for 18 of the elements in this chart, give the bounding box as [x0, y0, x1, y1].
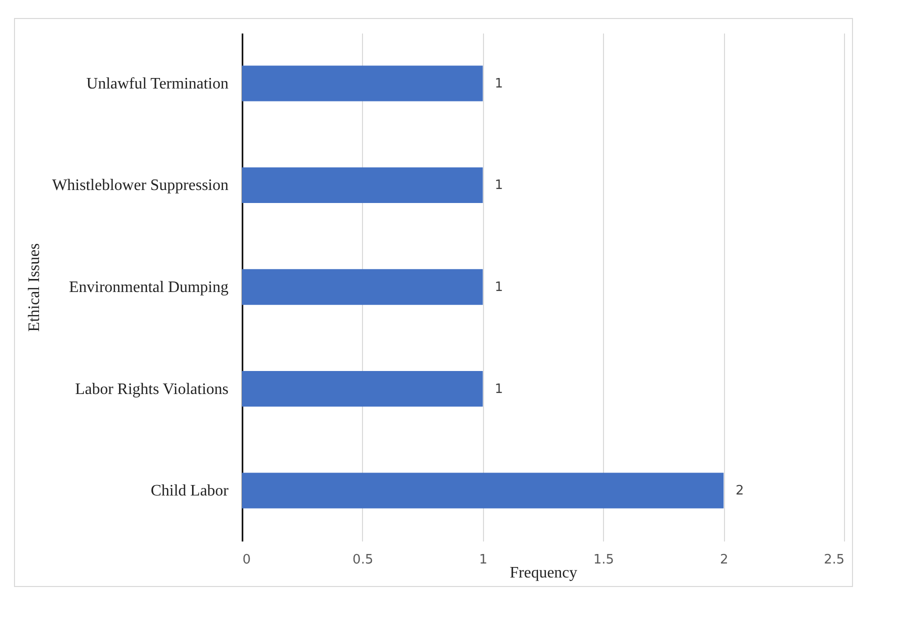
data-label: 1: [494, 178, 504, 194]
y-tick-label: Child Labor: [150, 482, 230, 500]
x-tick-label: 1.5: [593, 552, 614, 568]
x-tick-label: 1: [479, 552, 488, 568]
y-tick-label: Whistleblower Suppression: [52, 177, 228, 194]
y-axis-title: Ethical Issues: [26, 243, 44, 332]
x-tick-label: 0: [242, 552, 251, 568]
data-label: 2: [736, 484, 744, 499]
data-label: 1: [494, 382, 504, 397]
y-tick-label: Labor Rights Violations: [75, 380, 228, 398]
x-tick-label: 2.5: [824, 552, 844, 568]
data-label: 1: [494, 280, 504, 295]
x-tick-label: 2: [720, 552, 728, 568]
x-tick-label: 0.5: [352, 552, 374, 568]
y-tick-label: Environmental Dumping: [68, 279, 228, 296]
y-tick-label: Unlawful Termination: [86, 75, 228, 92]
data-label: 1: [494, 76, 504, 92]
x-axis-title: Frequency: [510, 564, 578, 582]
